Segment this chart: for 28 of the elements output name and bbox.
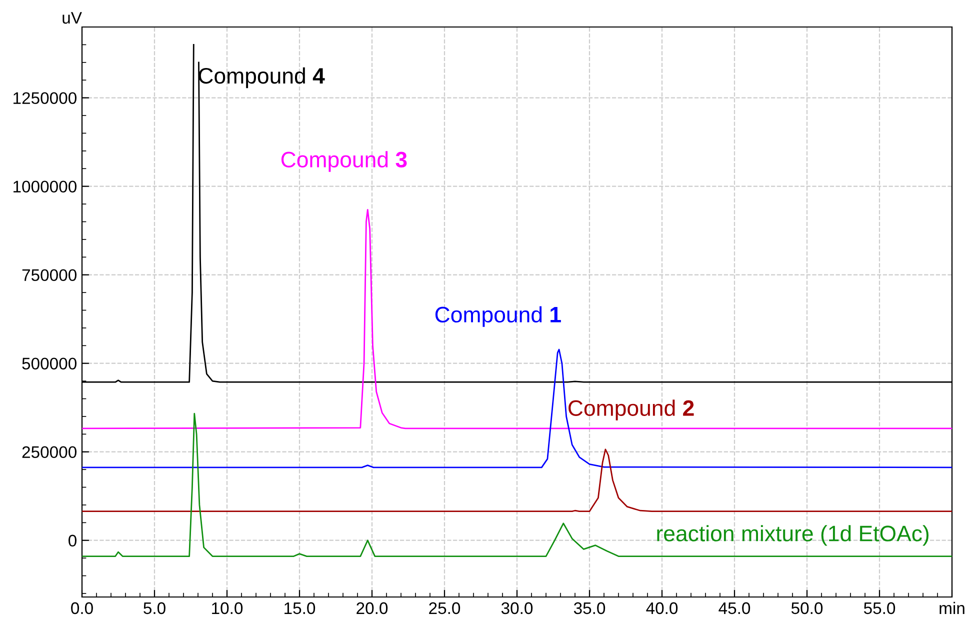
text: Compound 2 — [568, 400, 694, 420]
series-label: Compound 1 — [435, 306, 561, 327]
y-axis-title: uV — [62, 12, 82, 24]
x-tick-label: min — [940, 602, 964, 614]
y-tick-label: 250000 — [22, 446, 76, 458]
series-label: reaction mixture (1d EtOAc) — [657, 525, 928, 546]
x-tick-label: 50.0 — [791, 602, 823, 614]
x-tick-label: 55.0 — [864, 602, 896, 614]
y-tick-label: 750000 — [22, 269, 76, 282]
x-tick-label: 35.0 — [574, 602, 606, 614]
line-series — [82, 208, 952, 430]
x-tick-label: 30.0 — [501, 602, 533, 614]
y-tick-label: 1000000 — [14, 180, 76, 193]
y-tick-label: 500000 — [22, 358, 76, 370]
x-tick-label: 40.0 — [646, 602, 678, 614]
line-series — [82, 448, 952, 512]
x-tick-label: 25.0 — [429, 602, 460, 614]
x-tick-label: 20.0 — [356, 602, 388, 614]
text: Compound 3 — [281, 151, 407, 172]
line-series — [82, 348, 952, 468]
x-tick-label: 5.0 — [144, 602, 166, 614]
y-tick-label: 0 — [68, 534, 76, 547]
x-tick-label: 45.0 — [718, 602, 750, 614]
series-label: Compound 4 — [198, 67, 325, 88]
x-tick-label: 0.0 — [71, 602, 93, 614]
y-tick-label: 1250000 — [14, 92, 76, 104]
x-tick-label: 15.0 — [284, 602, 316, 614]
x-tick-label: 10.0 — [212, 602, 243, 614]
